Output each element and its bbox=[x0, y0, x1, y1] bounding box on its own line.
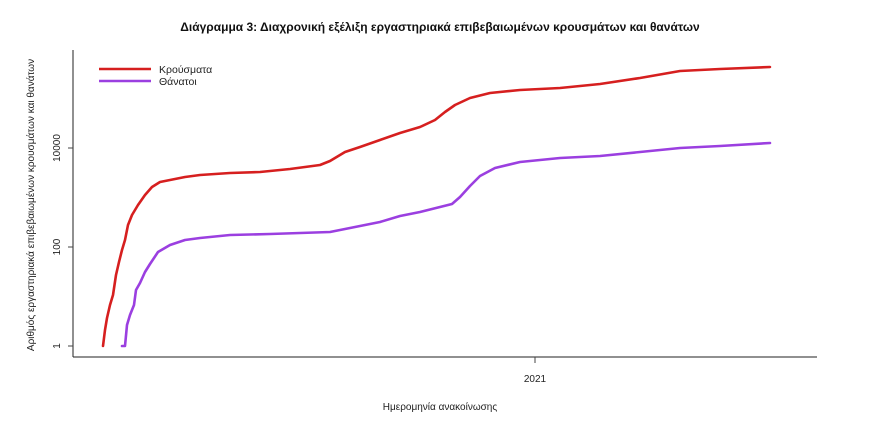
series-line-deaths bbox=[120, 141, 772, 348]
chart-title: Διάγραμμα 3: Διαχρονική εξέλιξη εργαστηρ… bbox=[180, 20, 700, 34]
legend-label-cases: Κρούσματα bbox=[159, 64, 212, 76]
legend: Κρούσματα Θάνατοι bbox=[99, 64, 212, 88]
y-tick-label: 100 bbox=[52, 238, 63, 255]
y-tick-label: 1 bbox=[52, 343, 63, 349]
y-ticks: 1 100 10000 bbox=[52, 134, 73, 349]
series-line-cases bbox=[101, 65, 772, 348]
x-tick-label: 2021 bbox=[524, 374, 547, 385]
legend-label-deaths: Θάνατοι bbox=[159, 76, 197, 88]
y-tick-label: 10000 bbox=[52, 134, 63, 162]
y-axis-label: Αριθμός εργαστηριακά επιβεβαιωμένων κρου… bbox=[25, 59, 37, 351]
x-axis-label: Ημερομηνία ανακοίνωσης bbox=[383, 401, 498, 413]
